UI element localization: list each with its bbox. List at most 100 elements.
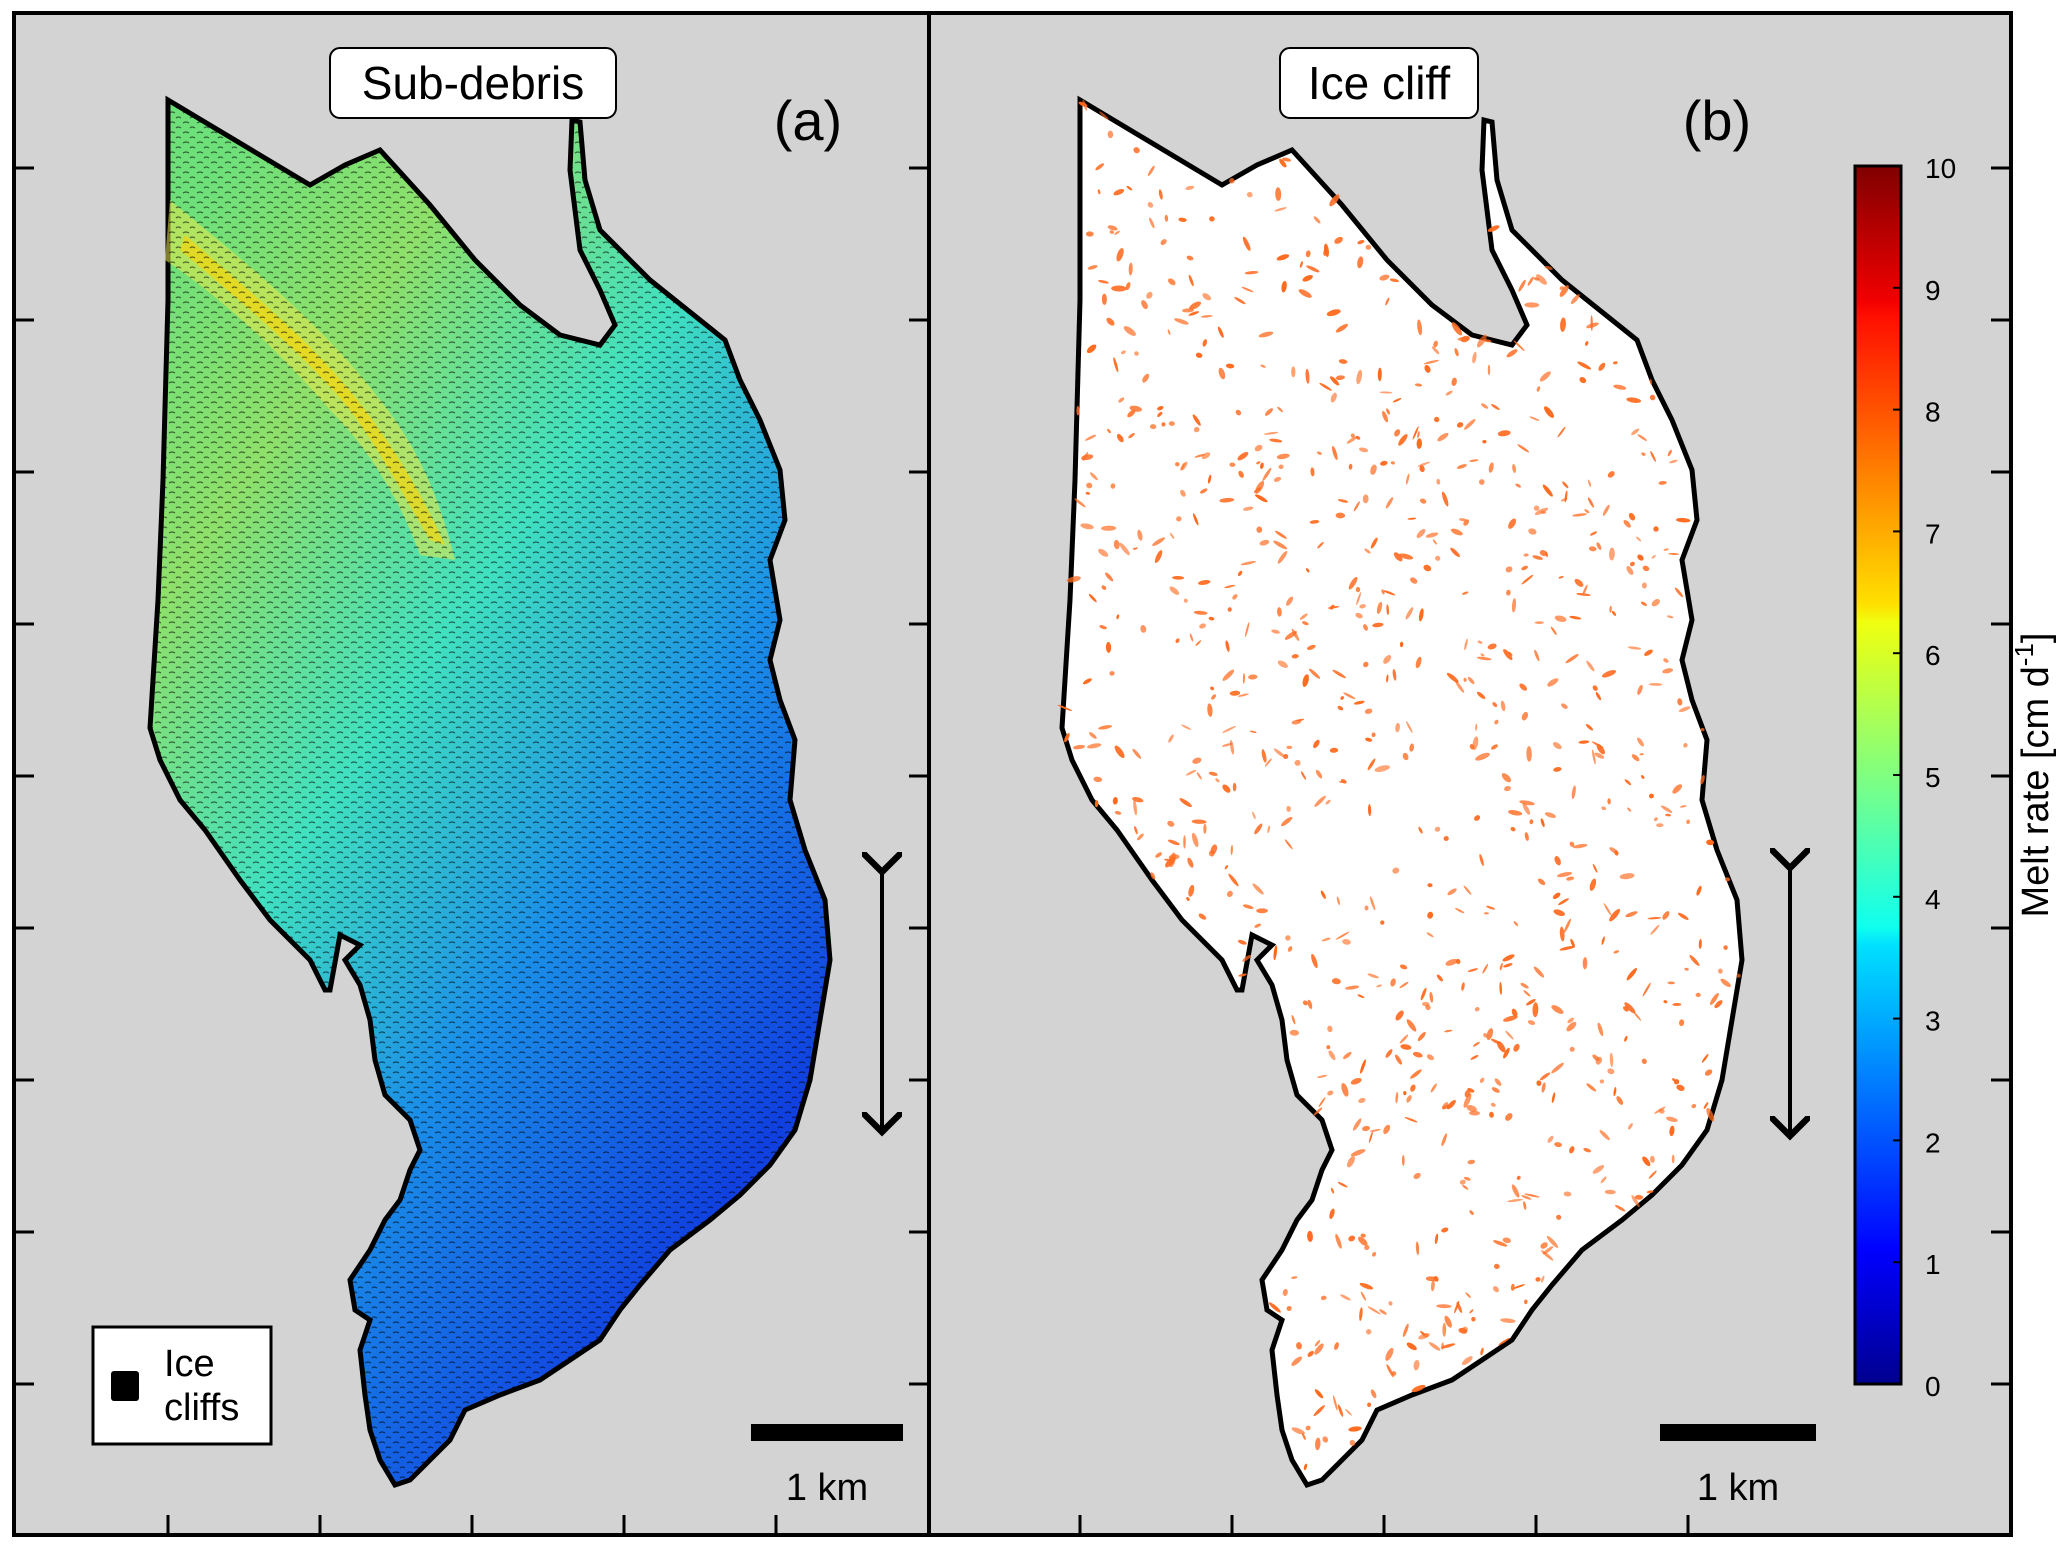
ice-cliff-dot xyxy=(1415,1241,1420,1256)
ice-cliff-dot xyxy=(1641,582,1647,589)
ice-cliff-dot xyxy=(1526,998,1536,1006)
ice-cliff-dot xyxy=(1529,416,1540,421)
ice-cliff-dot xyxy=(1291,1276,1298,1279)
ice-cliff-dot xyxy=(1358,1236,1368,1246)
colorbar: 0 1 2 3 4 5 6 7 8 9 10 Melt rate [cm d-1] xyxy=(1853,153,2057,1402)
ice-cliff-dot xyxy=(1379,1309,1387,1315)
ice-cliff-dot xyxy=(1195,640,1202,646)
ice-cliff-dot xyxy=(1541,1250,1554,1261)
ice-cliff-dot xyxy=(1487,225,1500,232)
ice-cliff-dot xyxy=(1132,748,1142,759)
ice-cliff-dot xyxy=(1386,604,1390,616)
ice-cliff-dot xyxy=(1569,1146,1575,1154)
ice-cliff-dot xyxy=(1534,649,1540,662)
ice-cliff-dot xyxy=(1335,512,1346,519)
ice-cliff-dot xyxy=(1357,994,1365,999)
ice-cliff-dot xyxy=(1417,319,1423,336)
ice-cliff-dot xyxy=(1482,439,1487,444)
ice-cliff-dot xyxy=(1330,1187,1335,1194)
ice-cliff-dot xyxy=(1355,586,1361,593)
ice-cliff-dot xyxy=(1633,1011,1642,1021)
ice-cliff-dot xyxy=(1352,1118,1362,1131)
ice-cliff-dot xyxy=(1225,640,1230,652)
ice-cliff-dot xyxy=(1431,346,1440,355)
ice-cliff-dot xyxy=(1410,1084,1416,1092)
ice-cliff-dot xyxy=(1513,921,1519,927)
ice-cliff-dot xyxy=(1192,414,1201,426)
ice-cliff-dot xyxy=(1089,732,1097,739)
ice-cliff-dot xyxy=(1271,629,1280,634)
ice-cliff-dot xyxy=(1345,985,1360,990)
ice-cliff-dot xyxy=(1686,819,1691,825)
ice-cliff-dot xyxy=(1410,1069,1422,1079)
ice-cliff-dot xyxy=(1314,1389,1324,1399)
ice-cliff-dot xyxy=(1521,565,1528,571)
ice-cliff-dot xyxy=(1197,580,1211,585)
ice-cliff-dot xyxy=(1498,1338,1510,1346)
ice-cliffs-overlay xyxy=(150,100,830,1485)
ice-cliff-dot xyxy=(1402,752,1409,761)
ice-cliff-dot xyxy=(1406,1019,1417,1032)
ice-cliff-dot xyxy=(1282,1288,1288,1296)
ice-cliff-dot xyxy=(1404,1116,1418,1123)
ice-cliff-dot xyxy=(1126,185,1133,191)
ice-cliff-dot xyxy=(1706,1108,1715,1122)
ice-cliff-dot xyxy=(1491,403,1500,411)
ice-cliff-dot xyxy=(1678,706,1691,713)
ice-cliffs-legend-swatch xyxy=(111,1371,139,1401)
ice-cliff-dot xyxy=(1256,908,1268,914)
ice-cliff-dot xyxy=(1582,957,1588,970)
ice-cliff-dot xyxy=(1445,958,1458,966)
ice-cliff-dot xyxy=(1459,518,1467,522)
ice-cliff-dot xyxy=(1243,506,1254,511)
ice-cliff-dot xyxy=(1469,1210,1474,1215)
ice-cliff-dot xyxy=(1641,1058,1647,1065)
ice-cliff-dot xyxy=(1082,99,1088,111)
ice-cliff-dot xyxy=(1281,816,1293,827)
ice-cliff-dot xyxy=(1329,1208,1335,1220)
ice-cliff-dot xyxy=(1414,383,1423,387)
ice-cliff-dot xyxy=(1099,625,1107,630)
ice-cliff-dot xyxy=(1566,876,1575,881)
ice-cliff-dot xyxy=(1088,593,1097,603)
ice-cliff-dot xyxy=(1430,1083,1437,1093)
ice-cliff-dot xyxy=(1574,578,1584,587)
ice-cliff-dot xyxy=(1511,1008,1518,1017)
ice-cliff-dot xyxy=(1570,294,1580,305)
ice-cliff-dot xyxy=(1359,1282,1374,1290)
ice-cliff-dot xyxy=(1534,621,1544,624)
ice-cliff-dot xyxy=(1202,339,1208,347)
colorbar-tick-label: 9 xyxy=(1925,275,1941,306)
ice-cliff-dot xyxy=(1492,702,1498,708)
ice-cliff-dot xyxy=(1736,973,1741,978)
ice-cliff-dot xyxy=(1362,494,1369,504)
ice-cliff-dot xyxy=(1590,315,1593,331)
ice-cliff-dot xyxy=(1076,405,1080,416)
ice-cliff-dot xyxy=(1725,877,1730,882)
ice-cliff-dot xyxy=(1469,459,1479,462)
ice-cliff-dot xyxy=(1338,780,1347,784)
ice-cliff-dot xyxy=(1237,693,1249,697)
ice-cliff-dot xyxy=(1107,130,1114,139)
ice-cliff-dot xyxy=(1210,686,1215,691)
ice-cliff-dot xyxy=(1291,1015,1296,1025)
ice-cliff-dot xyxy=(1613,384,1627,390)
ice-cliff-dot xyxy=(1445,390,1453,396)
ice-cliff-dot xyxy=(1242,955,1251,962)
ice-cliff-dot xyxy=(1547,1135,1554,1143)
ice-cliff-dot xyxy=(1276,453,1290,460)
ice-cliff-dot xyxy=(1350,433,1355,438)
ice-cliff-dot xyxy=(1648,1170,1657,1179)
ice-cliff-dot xyxy=(1085,492,1090,495)
ice-cliff-dot xyxy=(1559,285,1569,297)
ice-cliff-dot xyxy=(1116,433,1124,443)
ice-cliff-dot xyxy=(1517,444,1530,453)
ice-cliff-dot xyxy=(1169,586,1180,595)
ice-cliff-dot xyxy=(1619,873,1635,880)
ice-cliff-dot xyxy=(1676,1084,1685,1091)
ice-cliff-dot xyxy=(1095,163,1105,171)
ice-cliff-dot xyxy=(1160,239,1167,246)
ice-cliff-dot xyxy=(1462,1326,1468,1333)
ice-cliff-dot xyxy=(1252,883,1264,895)
ice-cliff-dot xyxy=(1254,444,1263,452)
